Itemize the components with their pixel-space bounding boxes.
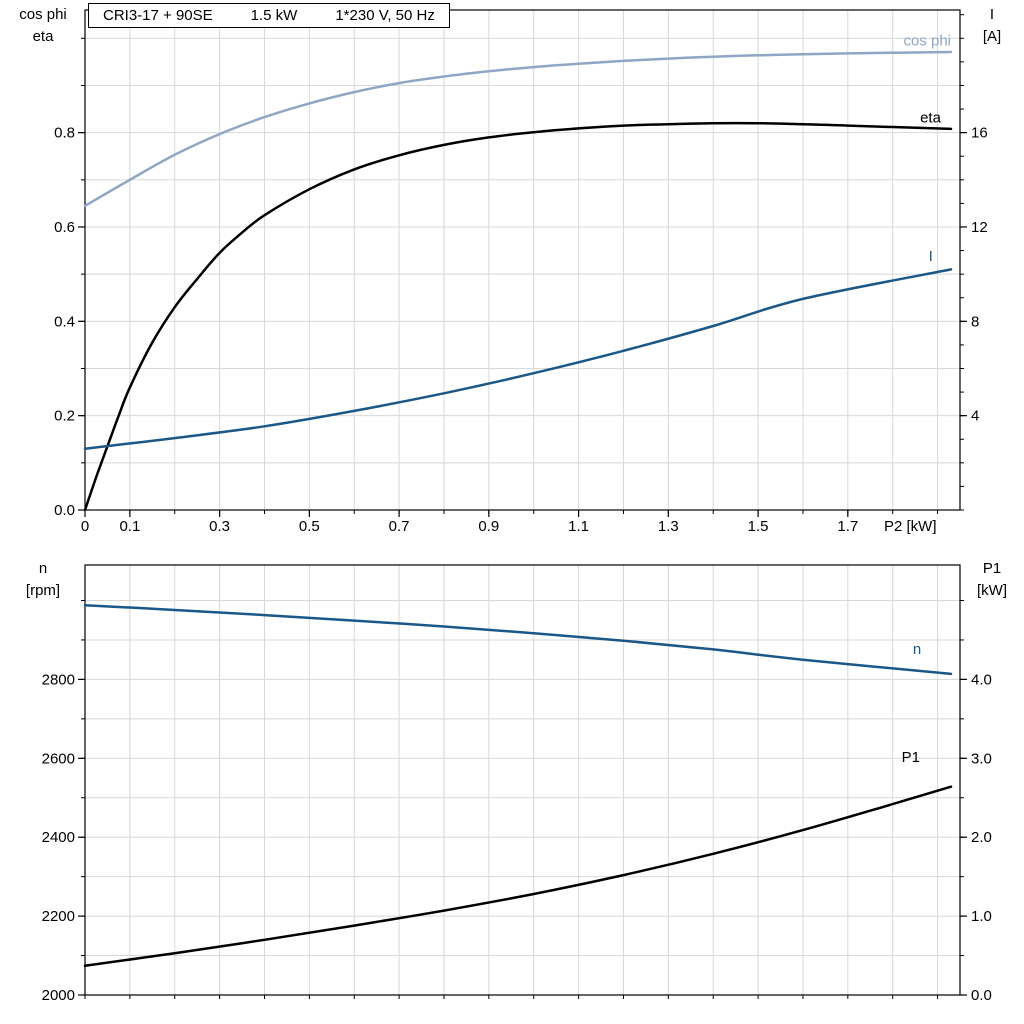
svg-text:3.0: 3.0 [971, 750, 992, 767]
y-left-axis-title-line: cos phi [19, 6, 67, 23]
svg-text:0.9: 0.9 [478, 518, 499, 535]
x-axis-label: P2 [kW] [884, 518, 937, 535]
y-right-axis-title-line: I [989, 6, 995, 23]
y-right-axis-title-line: P1 [982, 560, 1002, 577]
top-chart-canvas: 0 0.1 0.3 0.5 0.7 0.9 1.1 1.3 1.5 1.7 0.0 0.2 0.4 0.6… [54, 9, 988, 535]
svg-text:1.3: 1.3 [658, 518, 679, 535]
svg-text:eta: eta [920, 109, 942, 126]
svg-text:12: 12 [971, 219, 988, 236]
svg-text:16: 16 [971, 125, 988, 142]
title-part-voltage-frequency: 1*230 V, 50 Hz [335, 7, 435, 24]
svg-text:2600: 2600 [42, 750, 75, 767]
y-right-axis-title-line: [A] [982, 27, 1002, 45]
bottom-chart-canvas: 2000 2200 2400 2600 2800 0.0 1.0 2.0 3.0 4.0 n P1 [42, 564, 992, 1004]
y-left-axis-title-line: eta [32, 27, 54, 45]
top-right-axis-title: I [A] [964, 4, 1020, 48]
svg-text:0.4: 0.4 [54, 313, 75, 330]
svg-text:1.5: 1.5 [748, 518, 769, 535]
svg-text:0.2: 0.2 [54, 408, 75, 425]
svg-text:0.3: 0.3 [209, 518, 230, 535]
svg-text:0.0: 0.0 [54, 502, 75, 519]
svg-text:1.0: 1.0 [971, 908, 992, 925]
svg-text:cos phi: cos phi [903, 32, 951, 49]
svg-text:4: 4 [971, 408, 979, 425]
svg-text:4.0: 4.0 [971, 671, 992, 688]
svg-text:8: 8 [971, 313, 979, 330]
y-left-axis-title-line: n [38, 560, 48, 577]
svg-text:0.8: 0.8 [54, 125, 75, 142]
svg-text:0.1: 0.1 [119, 518, 140, 535]
svg-text:P1: P1 [902, 749, 920, 766]
svg-text:0.5: 0.5 [299, 518, 320, 535]
svg-text:n: n [913, 641, 921, 658]
svg-text:0.6: 0.6 [54, 219, 75, 236]
svg-text:0.0: 0.0 [971, 987, 992, 1004]
svg-text:0.7: 0.7 [389, 518, 410, 535]
svg-text:1.1: 1.1 [568, 518, 589, 535]
y-left-axis-title-line: [rpm] [25, 581, 61, 599]
top-left-axis-title: cos phi eta [4, 4, 82, 48]
svg-text:2200: 2200 [42, 908, 75, 925]
svg-text:2400: 2400 [42, 829, 75, 846]
svg-text:I: I [929, 248, 933, 265]
svg-text:2800: 2800 [42, 671, 75, 688]
bottom-left-axis-title: n [rpm] [4, 558, 82, 602]
bottom-right-axis-title: P1 [kW] [964, 558, 1020, 602]
title-part-power-rating: 1.5 kW [250, 7, 298, 24]
title-part-pump-model: CRI3-17 + 90SE [103, 7, 213, 24]
svg-text:0: 0 [81, 518, 89, 535]
chart-title-box: CRI3-17 + 90SE 1.5 kW 1*230 V, 50 Hz [88, 3, 450, 28]
svg-text:2000: 2000 [42, 987, 75, 1004]
svg-text:1.7: 1.7 [837, 518, 858, 535]
svg-text:2.0: 2.0 [971, 829, 992, 846]
y-right-axis-title-line: [kW] [977, 581, 1007, 599]
